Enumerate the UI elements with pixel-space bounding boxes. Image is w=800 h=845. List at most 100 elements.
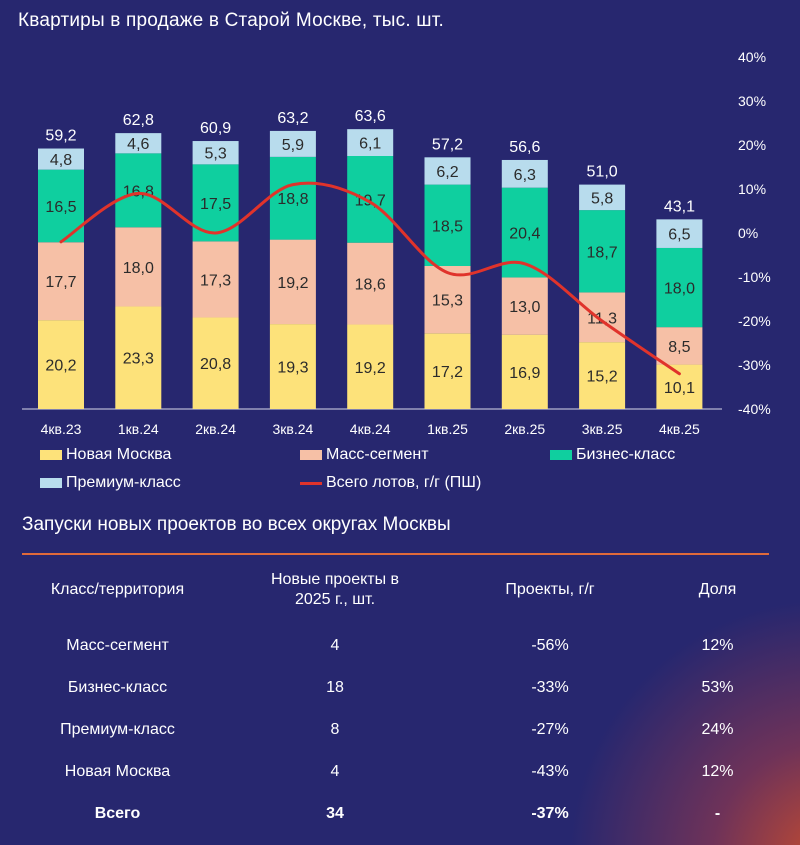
stacked-bar-chart: 40% 30% 20% 10% 0% -10% -20% -30% -40% 20,2 17,7 16… [22,49,771,437]
cell-class: Новая Москва [64,763,171,780]
bar-value-label: 16,9 [509,365,540,382]
bar-value-label: 6,1 [359,136,381,153]
header-share: Доля [698,581,737,598]
x-tick-label: 1кв.24 [118,421,159,437]
y2-tick-label: -40% [738,401,771,417]
bar-total-label: 43,1 [664,198,695,215]
bar-value-label: 10,1 [664,380,695,397]
cell-yoy: -43% [531,763,569,780]
bar-segment [501,277,548,335]
x-tick-label: 2кв.25 [504,421,545,437]
bar-value-label: 18,5 [432,218,463,235]
table-row: Масс-сегмент 4 -56% 12% [0,631,800,661]
header-projects-line2: 2025 г., шт. [294,591,376,608]
bar-value-label: 15,2 [587,369,618,386]
cell-share-total: - [714,805,721,822]
cell-class-total: Всего [94,805,141,822]
bar-total-label: 60,9 [200,120,231,137]
cell-share: 24% [701,721,734,738]
bar-segment [579,342,626,409]
bar-value-label: 20,4 [509,226,540,243]
x-tick-label: 3кв.25 [582,421,623,437]
bar-value-label: 17,3 [200,272,231,289]
bar-segment [38,242,84,321]
x-tick-label: 2кв.24 [195,421,236,437]
bar-value-label: 5,9 [282,137,304,154]
bar-total-label: 63,6 [355,108,386,125]
table-title: Запуски новых проектов во всех округах М… [22,514,451,535]
y2-tick-label: -20% [738,313,771,329]
bar-value-label: 20,8 [200,356,231,373]
bar-value-label: 15,3 [432,293,463,310]
bar-value-label: 6,3 [514,167,536,184]
yoy-line [59,181,681,376]
bar-segment [579,210,626,293]
header-projects: Новые проекты в 2025 г., шт. [240,570,430,610]
legend-swatch-total-lots [300,481,322,485]
legend-swatch-new-moscow [40,450,62,460]
bar-value-label: 6,2 [436,164,458,181]
bar-segment [501,159,548,188]
bar-value-label: 4,8 [50,152,72,169]
bar-segment [192,141,239,165]
y2-tick-label: -30% [738,357,771,373]
bar-total-label: 56,6 [509,139,540,156]
bar-total-label: 63,2 [277,110,308,127]
bar-segment [656,327,703,365]
y2-tick-label: 40% [738,49,766,65]
legend-label-premium: Премиум-класс [66,474,181,491]
bar-value-label: 23,3 [123,351,154,368]
cell-yoy: -56% [531,637,569,654]
header-projects-line1: Новые проекты в [270,571,400,588]
chart-title: Квартиры в продаже в Старой Москве, тыс.… [18,10,445,31]
bar-value-label: 13,0 [509,299,540,316]
bar-segment [656,247,703,328]
bar-segment [115,153,162,228]
legend-item-mass-segment: Масс-сегмент [300,446,429,464]
legend-item-premium: Премиум-класс [40,474,181,492]
bar-total-label: 62,8 [123,112,154,129]
bar-value-label: 16,8 [123,183,154,200]
legend-label-total-lots: Всего лотов, г/г (ПШ) [326,474,482,491]
cell-share: 12% [701,637,734,654]
table-row: Новая Москва 4 -43% 12% [0,757,800,787]
y2-tick-label: 10% [738,181,766,197]
cell-yoy: -33% [531,679,569,696]
cell-share: 12% [701,763,734,780]
legend-swatch-business [550,450,572,460]
x-tick-label: 3кв.24 [272,421,313,437]
bar-value-label: 17,2 [432,364,463,381]
bar-value-label: 18,7 [587,244,618,261]
table-divider [22,553,769,555]
bar-segment [501,334,548,409]
x-tick-label: 4кв.23 [41,421,82,437]
cell-share: 53% [701,679,734,696]
bar-value-label: 18,0 [664,281,695,298]
cell-class: Масс-сегмент [66,637,169,654]
legend-item-new-moscow: Новая Москва [40,446,171,464]
bar-segment [115,227,162,307]
bar-value-label: 16,5 [45,199,76,216]
bar-total-label: 57,2 [432,136,463,153]
bar-value-label: 19,2 [277,275,308,292]
legend-label-mass-segment: Масс-сегмент [326,446,429,463]
cell-yoy: -27% [531,721,569,738]
table-total-row: Всего 34 -37% - [0,799,800,829]
bar-segment [192,317,239,409]
bar-segment [579,292,626,343]
bar-segment [269,324,316,409]
bar-segment [115,133,162,154]
bar-value-label: 20,2 [45,358,76,375]
bar-value-label: 6,5 [668,227,690,244]
bar-value-label: 19,2 [355,360,386,377]
x-tick-label: 1кв.25 [427,421,468,437]
bar-value-label: 8,5 [668,339,690,356]
bar-segment [656,219,703,248]
x-tick-label: 4кв.25 [659,421,700,437]
bar-segment [579,184,626,211]
bar-value-label: 5,8 [591,190,613,207]
bar-value-label: 17,7 [45,274,76,291]
bar-segment [656,364,703,409]
bar-segment [424,266,471,334]
bar-segment [347,156,394,243]
